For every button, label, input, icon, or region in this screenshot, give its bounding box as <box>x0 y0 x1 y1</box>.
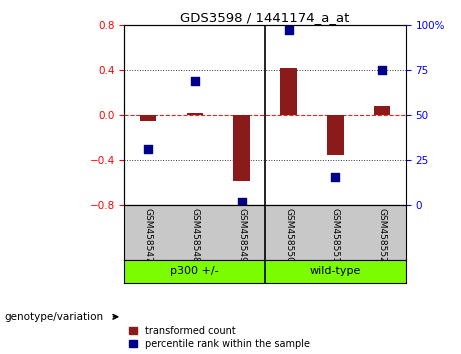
Bar <box>327 115 343 155</box>
Bar <box>140 115 156 121</box>
Point <box>144 147 152 152</box>
Text: GSM458549: GSM458549 <box>237 208 246 263</box>
Text: GSM458547: GSM458547 <box>143 208 153 263</box>
Text: GSM458550: GSM458550 <box>284 208 293 263</box>
Title: GDS3598 / 1441174_a_at: GDS3598 / 1441174_a_at <box>180 11 350 24</box>
Point <box>238 199 245 205</box>
Legend: transformed count, percentile rank within the sample: transformed count, percentile rank withi… <box>130 326 310 349</box>
Point <box>332 174 339 179</box>
Point <box>191 78 198 84</box>
Text: GSM458548: GSM458548 <box>190 208 199 263</box>
Text: wild-type: wild-type <box>310 267 361 276</box>
Point <box>285 27 292 33</box>
Text: genotype/variation: genotype/variation <box>5 312 104 322</box>
Point <box>378 67 386 73</box>
Bar <box>280 68 297 115</box>
Text: p300 +/-: p300 +/- <box>171 267 219 276</box>
Bar <box>233 115 250 181</box>
Bar <box>187 113 203 115</box>
Text: GSM458552: GSM458552 <box>378 208 387 263</box>
Text: GSM458551: GSM458551 <box>331 208 340 263</box>
Bar <box>374 106 390 115</box>
